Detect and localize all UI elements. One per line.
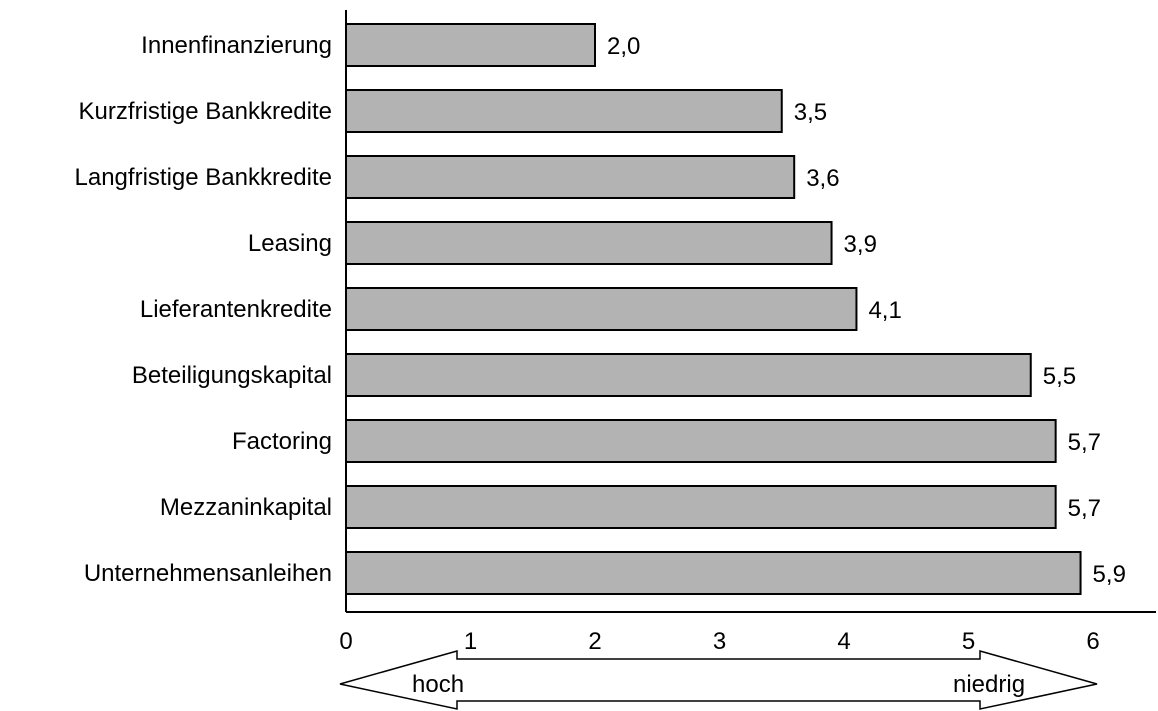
category-label: Beteiligungskapital [132,362,332,389]
bar [345,485,1057,529]
category-label: Langfristige Bankkredite [75,164,332,191]
bar [345,353,1032,397]
value-label: 5,7 [1068,429,1101,456]
bars-layer: Innenfinanzierung 2,0 Kurzfristige Bankkre… [75,23,1126,595]
arrow-label-left: hoch [412,671,464,698]
x-tick-label: 6 [1086,628,1099,655]
value-label: 4,1 [868,297,901,324]
x-tick-label: 0 [339,628,352,655]
bar [345,419,1057,463]
category-label: Unternehmensanleihen [84,560,332,587]
x-tick-label: 5 [962,628,975,655]
x-tick-label: 4 [837,628,850,655]
arrow-label-right: niedrig [953,671,1025,698]
bar [345,155,796,199]
category-label: Innenfinanzierung [141,32,332,59]
value-label: 2,0 [607,33,640,60]
x-tick-label: 2 [588,628,601,655]
value-label: 3,5 [794,99,827,126]
bar [345,221,833,265]
value-label: 3,6 [806,165,839,192]
double-arrow-shape [339,650,1098,710]
bar [345,89,783,133]
value-label: 3,9 [844,231,877,258]
value-label: 5,9 [1093,561,1126,588]
category-label: Lieferantenkredite [140,296,332,323]
category-label: Leasing [248,230,332,257]
scale-arrow: hoch niedrig [339,650,1098,710]
value-label: 5,7 [1068,495,1101,522]
x-axis-ticks: 0 1 2 3 4 5 6 [339,628,1099,655]
x-tick-label: 1 [464,628,477,655]
x-tick-label: 3 [713,628,726,655]
bar [345,287,858,331]
category-label: Kurzfristige Bankkredite [79,98,332,125]
value-label: 5,5 [1043,363,1076,390]
category-label: Mezzaninkapital [160,494,332,521]
bar [345,23,596,67]
category-label: Factoring [232,428,332,455]
bar [345,551,1082,595]
